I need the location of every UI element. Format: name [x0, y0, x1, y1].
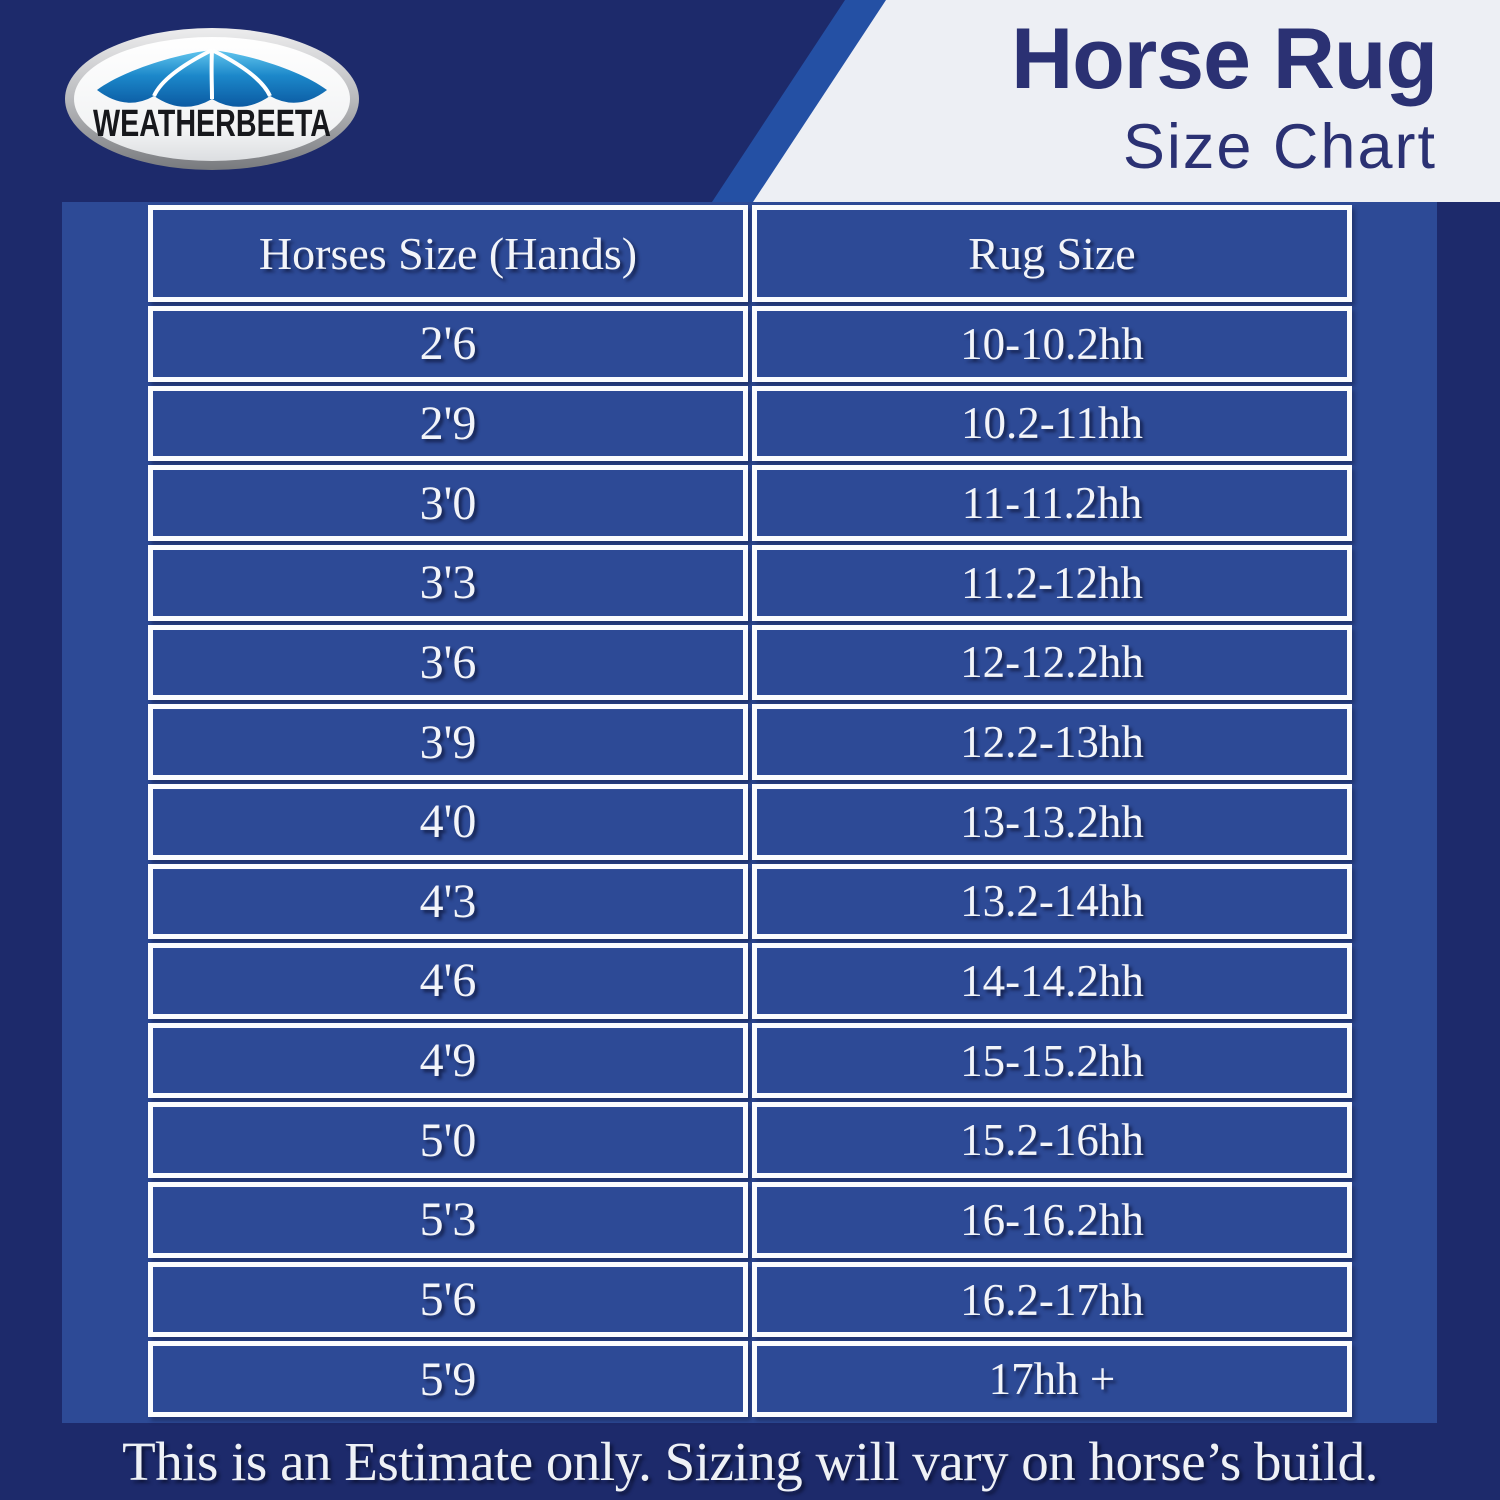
hands-size-cell: 5'0 — [148, 1102, 748, 1179]
rug-size-cell: 13-13.2hh — [752, 783, 1352, 860]
hands-size-cell: 3'3 — [148, 544, 748, 621]
hands-size-cell: 5'9 — [148, 1341, 748, 1417]
header-band: WEATHERBEETA Horse Rug Size Chart — [0, 0, 1500, 202]
rug-size-cell: 11-11.2hh — [752, 465, 1352, 541]
logo-brand-text: WEATHERBEETA — [93, 103, 331, 145]
hands-size-cell: 5'3 — [148, 1182, 748, 1258]
umbrella-icon — [97, 48, 327, 107]
column-header-hands: Horses Size (Hands) — [148, 205, 748, 302]
weatherbeeta-logo: WEATHERBEETA — [65, 28, 359, 170]
rug-size-cell: 16-16.2hh — [752, 1182, 1352, 1258]
title-line-2: Size Chart — [1122, 112, 1437, 182]
hands-size-cell: 4'0 — [148, 783, 748, 860]
size-table: Horses Size (Hands) Rug Size 2'6 10-10.2h… — [148, 205, 1352, 1417]
hands-size-cell: 3'9 — [148, 704, 748, 780]
page-title: Horse Rug Size Chart — [1011, 11, 1438, 182]
column-header-rug: Rug Size — [752, 205, 1352, 302]
rug-size-cell: 17hh + — [752, 1341, 1352, 1417]
hands-size-cell: 4'6 — [148, 943, 748, 1019]
rug-size-cell: 10-10.2hh — [752, 306, 1352, 382]
hands-size-cell: 3'0 — [148, 465, 748, 541]
rug-size-cell: 10.2-11hh — [752, 385, 1352, 462]
rug-size-cell: 11.2-12hh — [752, 544, 1352, 621]
rug-size-cell: 15.2-16hh — [752, 1102, 1352, 1179]
title-line-1: Horse Rug — [1011, 11, 1438, 107]
hands-size-cell: 4'3 — [148, 863, 748, 940]
rug-size-cell: 12.2-13hh — [752, 704, 1352, 780]
estimate-note: This is an Estimate only. Sizing will va… — [122, 1431, 1378, 1492]
rug-size-cell: 14-14.2hh — [752, 943, 1352, 1019]
rug-size-cell: 15-15.2hh — [752, 1022, 1352, 1099]
hands-size-cell: 2'9 — [148, 385, 748, 462]
hands-size-cell: 2'6 — [148, 306, 748, 382]
hands-size-cell: 4'9 — [148, 1022, 748, 1099]
rug-size-cell: 13.2-14hh — [752, 863, 1352, 940]
hands-size-cell: 5'6 — [148, 1261, 748, 1338]
rug-size-cell: 12-12.2hh — [752, 624, 1352, 701]
hands-size-cell: 3'6 — [148, 624, 748, 701]
rug-size-cell: 16.2-17hh — [752, 1261, 1352, 1338]
